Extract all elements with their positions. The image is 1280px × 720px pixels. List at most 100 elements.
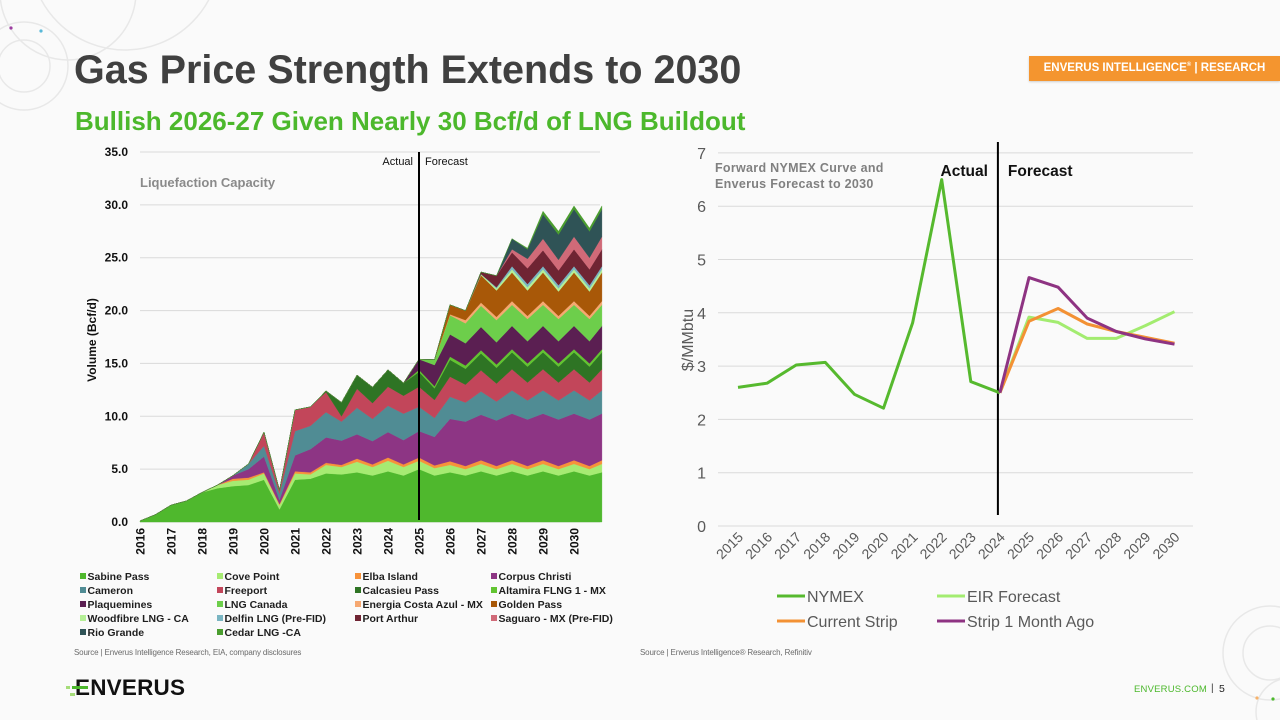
x-tick-label: 2022 [320, 528, 334, 555]
legend-label: Saguaro - MX (Pre-FID) [498, 613, 613, 625]
legend-item-energia-costa-azul-mx: Energia Costa Azul - MX [355, 599, 483, 612]
x-tick-label: 2026 [1033, 529, 1066, 562]
legend-swatch [491, 587, 497, 593]
x-tick-label: 2016 [134, 528, 148, 555]
y-axis-title: $/MMbtu [680, 309, 697, 371]
stacked-areas [139, 205, 603, 523]
legend-label: Freeport [224, 585, 268, 597]
legend-label: Rio Grande [87, 627, 145, 639]
legend-item-cameron: Cameron [80, 585, 133, 598]
legend-item-elba-island: Elba Island [355, 571, 418, 584]
x-tick-label: 2026 [444, 528, 458, 555]
legend-swatch [491, 573, 497, 579]
page-subtitle: Bullish 2026-27 Given Nearly 30 Bcf/d of… [75, 106, 746, 136]
legend-swatch [491, 615, 497, 621]
legend-item-eir-forecast: EIR Forecast [937, 589, 1061, 606]
badge-suffix: | RESEARCH [1191, 62, 1266, 74]
x-tick-label: 2020 [258, 528, 272, 555]
y-tick-label: 10.0 [105, 409, 129, 423]
legend-item-woodfibre-lng-ca: Woodfibre LNG - CA [80, 613, 189, 626]
right-chart-legend: NYMEX EIR Forecast Current Strip Strip 1 Mo… [777, 589, 1094, 631]
legend-item-cove-point: Cove Point [217, 571, 279, 584]
legend-swatch [217, 601, 223, 607]
actual-label: Actual [382, 156, 413, 168]
legend-swatch [355, 601, 361, 607]
x-tick-label: 2025 [413, 528, 427, 555]
chart-title: Liquefaction Capacity [140, 175, 276, 190]
legend-item-delfin-lng-pre-fid: Delfin LNG (Pre-FID) [217, 613, 326, 626]
legend-label: Woodfibre LNG - CA [87, 613, 189, 625]
line-current-strip [998, 307, 1175, 394]
page-number: 5 [1219, 683, 1225, 695]
x-tick-label: 2028 [506, 528, 520, 555]
legend-item-saguaro-mx-pre-fid: Saguaro - MX (Pre-FID) [491, 613, 613, 626]
footer-website-link[interactable]: ENVERUS.COM [1134, 684, 1207, 695]
actual-label: Actual [941, 163, 988, 180]
legend-swatch [217, 573, 223, 579]
x-tick-label: 2017 [771, 529, 804, 562]
decor-circle [40, 0, 210, 51]
left-chart-source: Source | Enverus Intelligence Research, … [74, 648, 302, 657]
legend-swatch [217, 629, 223, 635]
y-tick-label: 2 [697, 412, 706, 429]
legend-label: Sabine Pass [87, 571, 150, 583]
x-tick-label: 2022 [916, 529, 949, 562]
legend-swatch [80, 573, 86, 579]
legend-item-current-strip: Current Strip [777, 614, 898, 631]
legend-label: Cameron [87, 585, 134, 597]
x-tick-label: 2029 [537, 528, 551, 555]
y-tick-label: 5 [697, 253, 706, 270]
y-tick-label: 3 [697, 359, 706, 376]
logo-mark-bar [72, 686, 88, 689]
gridlines [718, 152, 1193, 527]
y-tick-label: 0.0 [111, 515, 128, 529]
x-tick-label: 2018 [196, 528, 210, 555]
y-tick-label: 0 [697, 519, 706, 536]
y-tick-label: 7 [697, 146, 706, 163]
x-tick-label: 2029 [1120, 529, 1153, 562]
legend-label: Current Strip [807, 614, 898, 631]
x-tick-label: 2030 [1149, 529, 1182, 562]
legend-swatch [80, 615, 86, 621]
forecast-label: Forecast [425, 156, 468, 168]
legend-swatch [80, 601, 86, 607]
legend-label: NYMEX [807, 589, 864, 606]
legend-label: Cove Point [224, 571, 280, 583]
left-chart-legend: Sabine Pass Cove Point Elba Island Corpus C… [80, 571, 640, 643]
decor-dot [1271, 697, 1275, 701]
decor-circle [1255, 678, 1280, 720]
decor-circle [0, 39, 51, 93]
x-tick-label: 2015 [713, 529, 746, 562]
x-tick-label: 2023 [946, 529, 979, 562]
legend-swatch [217, 615, 223, 621]
legend-item-calcasieu-pass: Calcasieu Pass [355, 585, 439, 598]
decor-dot [39, 29, 43, 33]
decor-dot [9, 26, 13, 30]
legend-item-nymex: NYMEX [777, 589, 864, 606]
legend-swatch [491, 601, 497, 607]
legend-swatch [355, 615, 361, 621]
x-tick-label: 2023 [351, 528, 365, 555]
decor-circle [0, 21, 69, 111]
x-tick-label: 2024 [975, 529, 1008, 562]
legend-swatch [80, 629, 86, 635]
y-axis-title: Volume (Bcf/d) [85, 298, 99, 382]
logo-text: ENVERUS [75, 675, 186, 700]
x-tick-label: 2020 [858, 529, 891, 562]
legend-label: Strip 1 Month Ago [967, 614, 1094, 631]
legend-label: LNG Canada [224, 599, 288, 611]
line-eir-forecast [998, 310, 1176, 394]
x-tick-label: 2027 [1062, 529, 1095, 562]
x-tick-label: 2025 [1004, 529, 1037, 562]
legend-label: Port Arthur [362, 613, 419, 625]
y-tick-label: 35.0 [105, 145, 129, 159]
y-tick-label: 1 [697, 466, 706, 483]
decor-dot [1255, 696, 1259, 700]
decor-circle [1222, 605, 1280, 701]
x-tick-label: 2027 [475, 528, 489, 555]
y-tick-label: 6 [697, 199, 706, 216]
y-tick-label: 4 [697, 306, 706, 323]
legend-item-plaquemines: Plaquemines [80, 599, 152, 612]
